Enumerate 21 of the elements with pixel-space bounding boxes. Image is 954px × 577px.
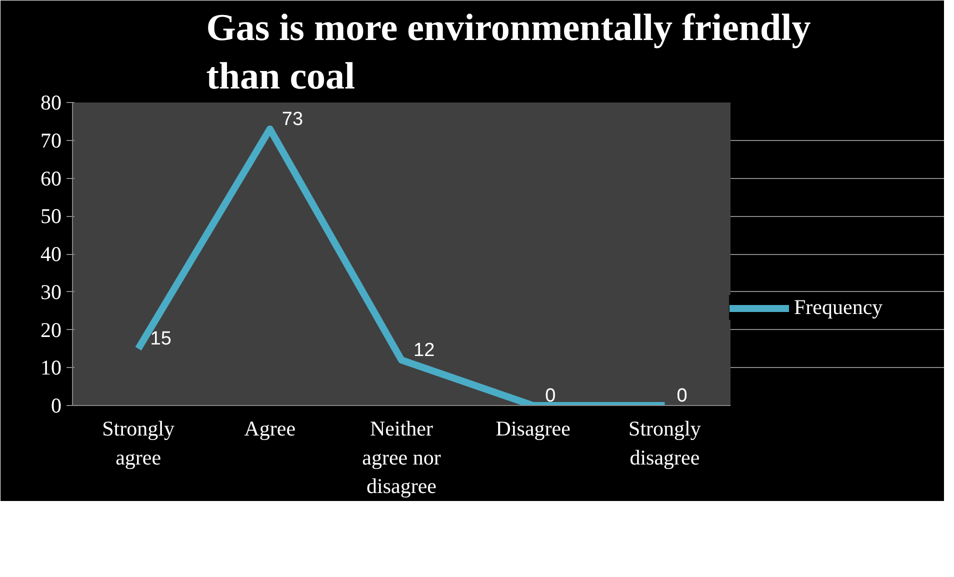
y-tick-label: 20	[40, 318, 62, 342]
x-tick-label: Disagree	[496, 416, 570, 440]
x-tick-label: Strongly agree	[102, 416, 175, 470]
data-label: 0	[545, 386, 556, 406]
x-tick-label: Strongly disagree	[628, 416, 702, 470]
chart-title: Gas is more environmentally friendly than coal	[206, 7, 811, 98]
y-tick-label: 40	[40, 242, 62, 266]
y-tick-label: 50	[40, 204, 62, 228]
data-label: 12	[414, 340, 435, 362]
data-label: 73	[282, 109, 304, 130]
y-tick-label: 10	[40, 356, 62, 380]
data-label: 0	[676, 386, 688, 406]
y-tick-label: 70	[40, 128, 62, 152]
y-tick-label: 0	[51, 394, 62, 418]
legend-label: Frequency	[794, 295, 883, 320]
x-tick-label: Agree	[244, 416, 296, 440]
y-tick-label: 80	[40, 90, 62, 114]
y-tick-label: 30	[40, 280, 62, 304]
data-label: 15	[150, 328, 172, 350]
y-tick-label: 60	[40, 166, 62, 190]
x-tick-label: Neither agree nor disagree	[362, 416, 441, 498]
